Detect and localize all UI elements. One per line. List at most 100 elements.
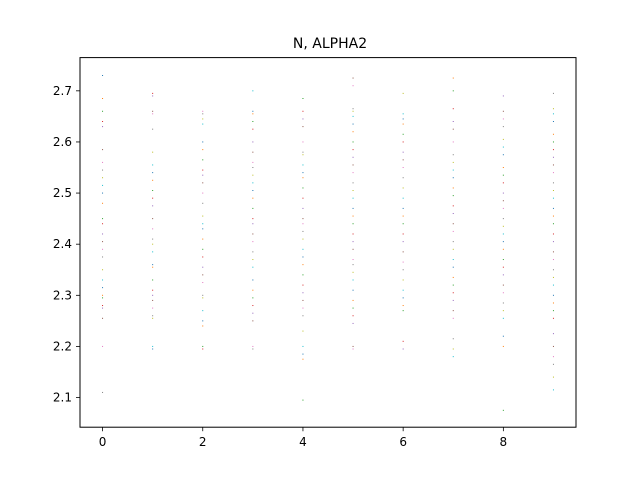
data-point bbox=[552, 376, 554, 378]
data-point bbox=[552, 356, 554, 358]
data-point bbox=[102, 269, 104, 271]
data-point bbox=[552, 108, 554, 110]
data-point bbox=[552, 317, 554, 319]
data-point bbox=[352, 85, 354, 87]
data-point bbox=[152, 197, 154, 199]
data-point bbox=[302, 299, 304, 301]
data-point bbox=[352, 172, 354, 174]
data-point bbox=[552, 182, 554, 184]
data-point bbox=[352, 182, 354, 184]
data-point bbox=[302, 307, 304, 309]
data-point bbox=[402, 207, 404, 209]
data-point bbox=[402, 177, 404, 179]
data-point bbox=[102, 184, 104, 186]
data-point bbox=[502, 409, 504, 411]
data-point bbox=[352, 141, 354, 143]
y-tick-label: 2.2 bbox=[53, 339, 72, 353]
data-point bbox=[102, 169, 104, 171]
data-point bbox=[552, 207, 554, 209]
data-point bbox=[302, 358, 304, 360]
data-point bbox=[502, 225, 504, 227]
data-point bbox=[452, 141, 454, 143]
data-point bbox=[102, 305, 104, 307]
data-point bbox=[352, 190, 354, 192]
data-point bbox=[202, 149, 204, 151]
data-point bbox=[552, 133, 554, 135]
data-point bbox=[402, 348, 404, 350]
data-point bbox=[102, 233, 104, 235]
data-point bbox=[402, 297, 404, 299]
data-point bbox=[202, 123, 204, 125]
data-point bbox=[452, 248, 454, 250]
data-point bbox=[452, 230, 454, 232]
data-point bbox=[402, 340, 404, 342]
data-point bbox=[502, 266, 504, 268]
data-point bbox=[552, 113, 554, 115]
data-point bbox=[502, 310, 504, 312]
data-point bbox=[202, 159, 204, 161]
data-point bbox=[152, 279, 154, 281]
data-point bbox=[502, 241, 504, 243]
data-point bbox=[152, 315, 154, 317]
data-point bbox=[102, 149, 104, 151]
data-point bbox=[402, 251, 404, 253]
data-point bbox=[502, 167, 504, 169]
data-point bbox=[552, 310, 554, 312]
data-point bbox=[552, 223, 554, 225]
data-point bbox=[352, 156, 354, 158]
data-point bbox=[202, 202, 204, 204]
x-tick-label: 4 bbox=[299, 435, 307, 449]
data-point bbox=[402, 289, 404, 291]
data-point bbox=[302, 238, 304, 240]
data-point bbox=[302, 399, 304, 401]
data-point bbox=[102, 177, 104, 179]
data-point bbox=[402, 241, 404, 243]
data-point bbox=[302, 223, 304, 225]
data-point bbox=[402, 159, 404, 161]
data-point bbox=[302, 126, 304, 128]
data-point bbox=[552, 345, 554, 347]
data-point bbox=[402, 133, 404, 135]
data-point bbox=[302, 248, 304, 250]
data-point bbox=[452, 128, 454, 130]
data-point bbox=[352, 215, 354, 217]
data-point bbox=[352, 164, 354, 166]
data-point bbox=[252, 348, 254, 350]
data-point bbox=[302, 164, 304, 166]
data-point bbox=[452, 284, 454, 286]
data-point bbox=[452, 223, 454, 225]
data-point bbox=[502, 302, 504, 304]
data-point bbox=[452, 292, 454, 294]
data-point bbox=[152, 128, 154, 130]
y-tick-label: 2.1 bbox=[53, 391, 72, 405]
data-point bbox=[202, 282, 204, 284]
data-point bbox=[402, 92, 404, 94]
data-point bbox=[302, 264, 304, 266]
data-point bbox=[102, 223, 104, 225]
data-point bbox=[252, 241, 254, 243]
data-point bbox=[202, 256, 204, 258]
data-point bbox=[302, 330, 304, 332]
x-tick-label: 0 bbox=[99, 435, 107, 449]
data-point bbox=[252, 121, 254, 122]
data-point bbox=[452, 187, 454, 189]
data-point bbox=[152, 307, 154, 309]
data-point bbox=[552, 294, 554, 296]
data-point bbox=[152, 317, 154, 319]
data-point bbox=[302, 141, 304, 143]
data-point bbox=[202, 325, 204, 327]
data-point bbox=[502, 284, 504, 286]
data-point bbox=[252, 174, 254, 176]
y-tick-label: 2.5 bbox=[53, 186, 72, 200]
data-point bbox=[452, 338, 454, 340]
data-point bbox=[552, 363, 554, 365]
data-point bbox=[502, 345, 504, 347]
data-point bbox=[502, 146, 504, 148]
data-point bbox=[152, 289, 154, 291]
data-point bbox=[102, 74, 104, 76]
y-tick-label: 2.6 bbox=[53, 135, 72, 149]
data-point bbox=[402, 310, 404, 312]
data-point bbox=[552, 141, 554, 143]
data-point bbox=[452, 77, 454, 79]
data-point bbox=[152, 264, 154, 266]
